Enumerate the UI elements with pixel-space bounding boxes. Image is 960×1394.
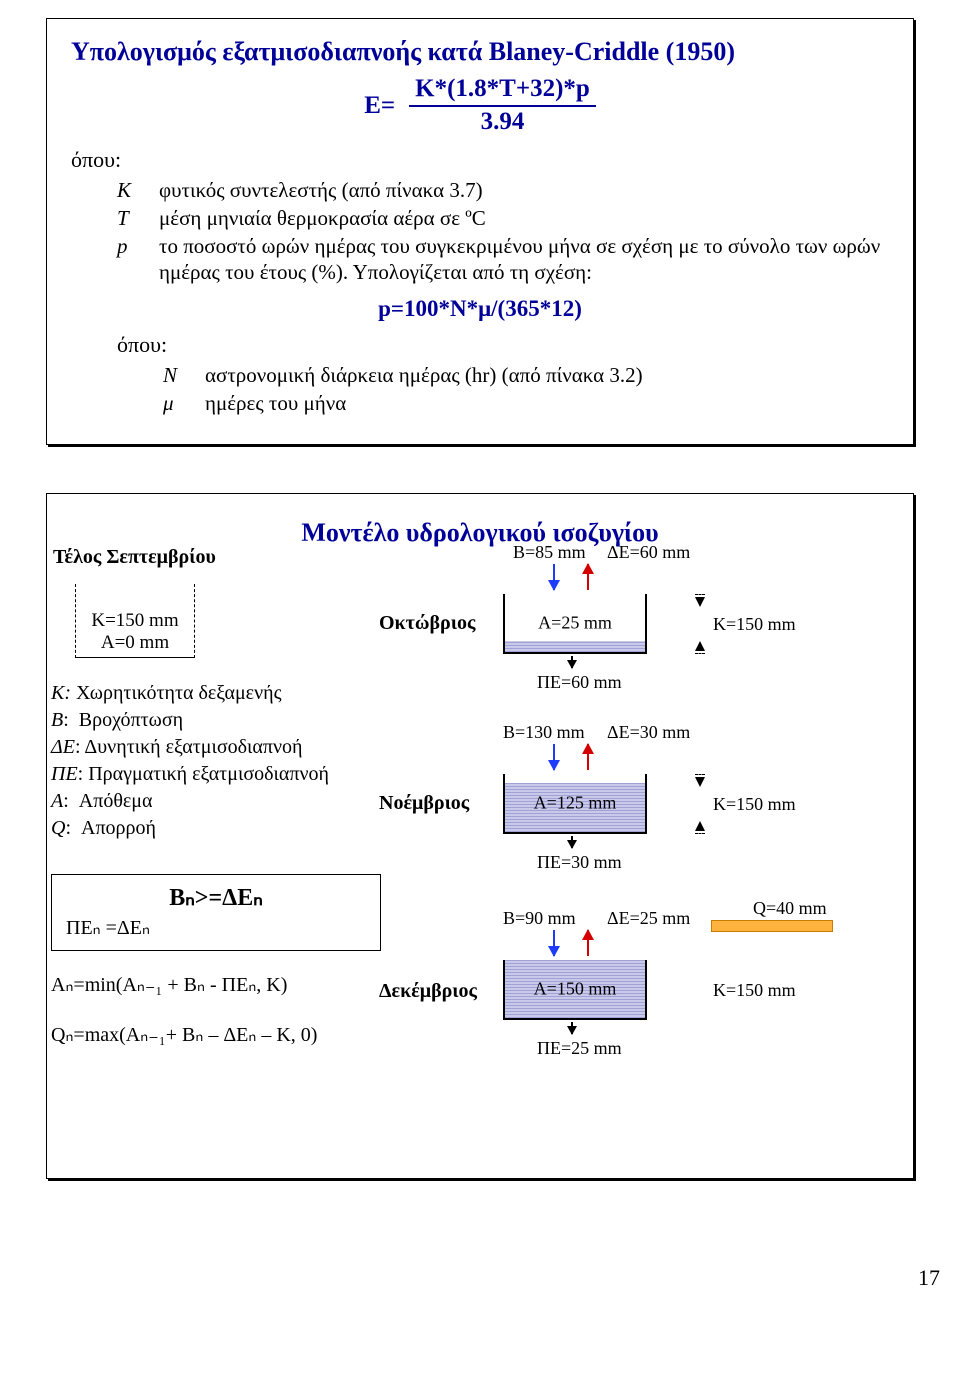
where-label-2: όπου:	[117, 332, 889, 358]
dec-Q: Q=40 mm	[753, 898, 827, 919]
formula-line-2b: Qₙ=max(Aₙ₋₁+ Bₙ – ΔΕₙ – K, 0)	[51, 1022, 317, 1047]
defs-list-2: Nαστρονομική διάρκεια ημέρας (hr) (από π…	[163, 362, 889, 417]
nov-K: K=150 mm	[713, 794, 796, 815]
nov-PE: ΠΕ=30 mm	[537, 852, 622, 873]
eq-lhs: E=	[364, 92, 395, 120]
oct-B-arrow	[553, 564, 555, 590]
hydro-title: Μοντέλο υδρολογικού ισοζυγίου	[71, 512, 889, 548]
nov-A: A=125 mm	[505, 793, 645, 814]
dec-DE: ΔΕ=25 mm	[607, 908, 690, 929]
defs-list-1: Kφυτικός συντελεστής (από πίνακα 3.7) Tμ…	[117, 177, 889, 286]
tank-oct-fill	[505, 641, 645, 652]
nov-DE: ΔΕ=30 mm	[607, 722, 690, 743]
month-label-dec: Δεκέμβριος	[379, 980, 477, 1003]
nov-B: B=130 mm	[503, 722, 585, 743]
oct-PE: ΠΕ=60 mm	[537, 672, 622, 693]
blaney-criddle-panel: Υπολογισμός εξατμισοδιαπνοής κατά Blaney…	[46, 18, 914, 445]
panel1-title: Υπολογισμός εξατμισοδιαπνοής κατά Blaney…	[71, 37, 889, 67]
oct-pe-arrow	[571, 656, 573, 668]
oct-cap-indicator	[695, 594, 705, 654]
dec-B: B=90 mm	[503, 908, 576, 929]
oct-K: K=150 mm	[713, 614, 796, 635]
where-label-1: όπου:	[71, 147, 889, 173]
dec-pe-arrow	[571, 1022, 573, 1034]
hydro-balance-panel: Μοντέλο υδρολογικού ισοζυγίου Τέλος Σεπτ…	[46, 493, 914, 1179]
tank-nov: A=125 mm	[503, 774, 647, 834]
oct-A: A=25 mm	[505, 613, 645, 634]
oct-DE: ΔΕ=60 mm	[607, 542, 690, 563]
formula-line-2a: Aₙ=min(Aₙ₋₁ + Bₙ - ΠΕₙ, K)	[51, 972, 287, 997]
eq-numerator: Κ*(1.8*T+32)*p	[409, 75, 596, 107]
legend: K: Χωρητικότητα δεξαμενής B: Βροχόπτωση …	[51, 680, 371, 842]
initial-state-box: K=150 mm A=0 mm	[75, 584, 195, 658]
oct-DE-arrow	[587, 564, 589, 590]
dec-B-arrow	[553, 930, 555, 956]
tank-oct: A=25 mm	[503, 594, 647, 654]
dec-A: A=150 mm	[505, 979, 645, 1000]
K-initial: K=150 mm	[91, 610, 178, 632]
dec-K: K=150 mm	[713, 980, 796, 1001]
dec-PE: ΠΕ=25 mm	[537, 1038, 622, 1059]
month-label-oct: Οκτώβριος	[379, 612, 475, 635]
tank-dec: A=150 mm	[503, 960, 647, 1020]
nov-cap-indicator	[695, 774, 705, 834]
runoff-bar	[711, 920, 833, 932]
equation-p: p=100*N*μ/(365*12)	[71, 296, 889, 322]
formula-box: Bₙ>=ΔΕₙ ΠΕₙ =ΔΕₙ	[51, 874, 381, 951]
nov-B-arrow	[553, 744, 555, 770]
oct-B: B=85 mm	[513, 542, 586, 563]
dec-DE-arrow	[587, 930, 589, 956]
nov-pe-arrow	[571, 836, 573, 848]
equation-main: E= Κ*(1.8*T+32)*p 3.94	[71, 75, 889, 137]
nov-DE-arrow	[587, 744, 589, 770]
eq-denominator: 3.94	[481, 107, 525, 137]
A-initial: A=0 mm	[101, 632, 169, 654]
formula-title: Bₙ>=ΔΕₙ	[66, 883, 366, 912]
formula-line-1: ΠΕₙ =ΔΕₙ	[66, 915, 366, 940]
end-september-label: Τέλος Σεπτεμβρίου	[53, 546, 216, 569]
page-number: 17	[0, 1257, 960, 1291]
month-label-nov: Νοέμβριος	[379, 792, 469, 815]
